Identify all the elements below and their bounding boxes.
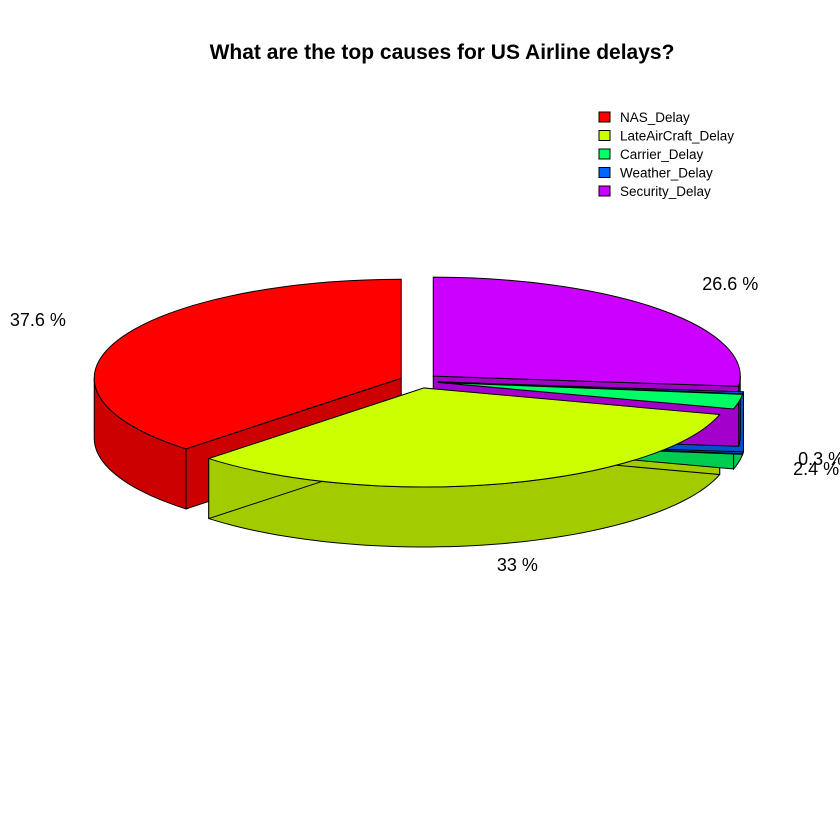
legend-label-nas_delay: NAS_Delay: [620, 110, 690, 125]
legend-label-security_delay: Security_Delay: [620, 184, 711, 199]
legend-label-lateaircraft_delay: LateAirCraft_Delay: [620, 129, 734, 144]
pie-label-nas_delay: 37.6 %: [10, 310, 66, 330]
legend-swatch-carrier_delay: [598, 148, 611, 160]
chart-title: What are the top causes for US Airline d…: [210, 41, 675, 64]
pie-slice-security_delay: [432, 276, 741, 387]
pie-slice-weather_delay: [438, 381, 745, 395]
pie-label-security_delay: 26.6 %: [702, 274, 758, 294]
pie-slice-nas_delay: [93, 278, 402, 450]
legend-swatch-security_delay: [598, 185, 611, 197]
chart-legend: NAS_Delay LateAirCraft_Delay Carrier_Delay…: [598, 110, 734, 199]
pie-label-carrier_delay: 2.4 %: [793, 459, 839, 479]
legend-swatch-weather_delay: [598, 167, 611, 178]
pie-slice-carrier_delay: [437, 381, 744, 410]
pie-label-weather_delay: 0.3 %: [798, 449, 840, 469]
pie-percentage-labels: 37.6 % 33 % 2.4 %0.3 % 26.6 %: [10, 274, 840, 575]
pie-slice-lateaircraft_delay: [207, 387, 721, 488]
legend-swatch-nas_delay: [598, 111, 611, 123]
legend-label-weather_delay: Weather_Delay: [620, 166, 713, 181]
legend-swatch-lateaircraft_delay: [598, 130, 611, 141]
legend-label-carrier_delay: Carrier_Delay: [620, 147, 704, 162]
pie-top-faces: [93, 276, 745, 488]
pie-label-lateaircraft_delay: 33 %: [497, 555, 538, 575]
